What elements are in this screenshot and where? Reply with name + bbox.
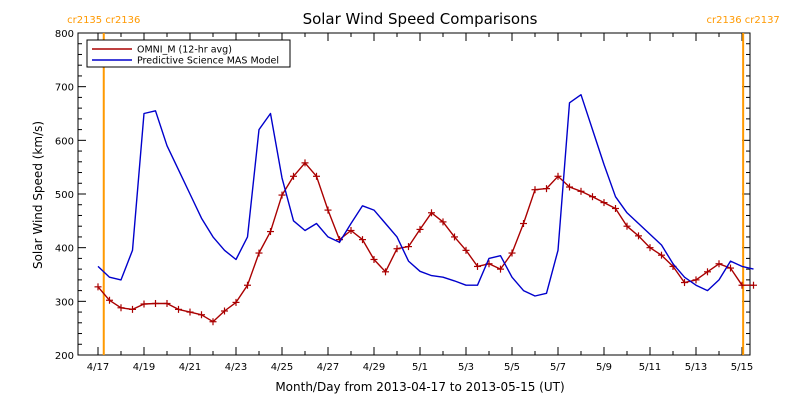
x-tick-label: 4/27 <box>317 362 339 373</box>
data-point <box>393 245 401 253</box>
data-point <box>577 187 585 195</box>
x-tick-label: 4/19 <box>133 362 155 373</box>
data-point <box>301 159 309 167</box>
data-point <box>324 206 332 214</box>
data-point <box>209 318 217 326</box>
data-point <box>370 255 378 263</box>
data-point <box>186 308 194 316</box>
data-point <box>439 218 447 226</box>
data-point <box>462 246 470 254</box>
data-point <box>152 299 159 307</box>
carrington-label: cr2136 cr2137 <box>707 15 780 26</box>
data-point <box>232 298 240 306</box>
x-tick-label: 5/3 <box>458 362 474 373</box>
data-point <box>508 249 516 257</box>
data-point <box>692 276 700 284</box>
x-tick-label: 4/29 <box>363 362 385 373</box>
data-point <box>623 222 631 230</box>
data-point <box>106 296 113 304</box>
x-tick-label: 5/1 <box>412 362 428 373</box>
data-point <box>635 232 642 240</box>
data-point <box>405 243 412 251</box>
data-point <box>428 209 435 217</box>
x-tick-label: 5/11 <box>639 362 661 373</box>
data-point <box>589 193 596 201</box>
data-point <box>347 226 355 234</box>
y-tick-label: 800 <box>55 29 74 40</box>
data-point <box>163 299 171 307</box>
data-point <box>290 172 297 180</box>
y-axis-label: Solar Wind Speed (km/s) <box>31 121 45 269</box>
y-tick-label: 700 <box>55 83 74 94</box>
data-point <box>175 305 182 313</box>
data-point <box>715 260 723 268</box>
data-point <box>658 251 665 259</box>
carrington-markers: cr2135 cr2136 cr2136 cr2137 <box>67 15 780 355</box>
x-tick-label: 5/5 <box>504 362 520 373</box>
data-point <box>543 185 550 193</box>
data-point <box>566 183 573 191</box>
data-point <box>727 264 734 272</box>
data-point <box>278 191 286 199</box>
data-point <box>704 268 711 276</box>
data-point <box>267 228 274 236</box>
data-point <box>117 304 125 312</box>
data-point <box>140 300 148 308</box>
y-tick-label: 600 <box>55 136 74 147</box>
x-axis-label: Month/Day from 2013-04-17 to 2013-05-15 … <box>275 380 564 394</box>
data-point <box>600 199 608 207</box>
x-tick-label: 4/17 <box>87 362 109 373</box>
x-tick-label: 4/21 <box>179 362 201 373</box>
data-point <box>129 305 136 313</box>
data-point <box>520 220 527 228</box>
series-line <box>97 162 754 323</box>
data-point <box>359 236 366 244</box>
x-tick-label: 5/7 <box>550 362 566 373</box>
series-mas-model <box>97 93 754 297</box>
data-point <box>474 262 481 270</box>
data-point <box>255 249 263 257</box>
legend-entry: Predictive Science MAS Model <box>137 56 279 67</box>
axis-ticks: 200 300 400 500 600 700 800 4/17 4/19 4/21 4/23 4/2… <box>55 29 753 373</box>
chart-title: Solar Wind Speed Comparisons <box>303 10 538 28</box>
data-point <box>646 244 654 252</box>
data-point <box>612 204 619 212</box>
data-point <box>313 172 320 180</box>
x-tick-label: 5/13 <box>685 362 707 373</box>
data-point <box>416 225 424 233</box>
x-tick-label: 4/25 <box>271 362 293 373</box>
data-point <box>382 268 389 276</box>
y-tick-label: 200 <box>55 351 74 362</box>
data-point <box>244 281 251 289</box>
data-point <box>221 307 228 315</box>
y-tick-label: 500 <box>55 190 74 201</box>
data-point <box>497 265 504 273</box>
y-tick-label: 400 <box>55 244 74 255</box>
x-tick-label: 5/15 <box>731 362 753 373</box>
x-tick-label: 4/23 <box>225 362 247 373</box>
data-point <box>198 311 205 319</box>
series-line <box>97 93 754 297</box>
data-point <box>451 233 458 241</box>
carrington-label: cr2135 cr2136 <box>67 15 140 26</box>
data-point <box>554 172 562 180</box>
data-point <box>531 186 539 194</box>
legend: OMNI_M (12-hr avg)Predictive Science MAS… <box>86 39 291 68</box>
y-tick-label: 300 <box>55 297 74 308</box>
data-point <box>94 283 102 291</box>
legend-entry: OMNI_M (12-hr avg) <box>137 45 232 56</box>
x-tick-label: 5/9 <box>596 362 612 373</box>
data-point <box>750 281 757 289</box>
data-point <box>738 281 746 289</box>
data-point <box>681 279 688 287</box>
series-omni <box>94 159 757 326</box>
legend-box <box>86 39 291 68</box>
series-layer <box>94 93 757 326</box>
